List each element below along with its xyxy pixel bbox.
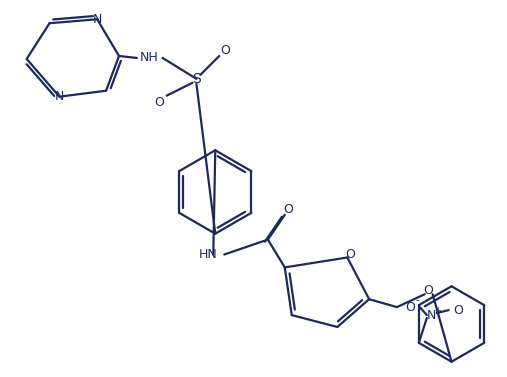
Text: O: O [154, 96, 164, 109]
Text: N: N [92, 13, 102, 26]
Text: O: O [220, 43, 230, 57]
Text: O: O [454, 303, 463, 317]
Text: HN: HN [199, 248, 218, 261]
Text: O: O [283, 203, 293, 216]
Text: NH: NH [139, 52, 158, 64]
Text: S: S [192, 72, 201, 86]
Text: N: N [427, 308, 437, 322]
Text: O: O [423, 284, 432, 297]
Text: O: O [345, 248, 355, 261]
Text: +: + [434, 306, 441, 314]
Text: O: O [405, 300, 415, 314]
Text: -: - [415, 295, 419, 305]
Text: N: N [55, 90, 64, 103]
